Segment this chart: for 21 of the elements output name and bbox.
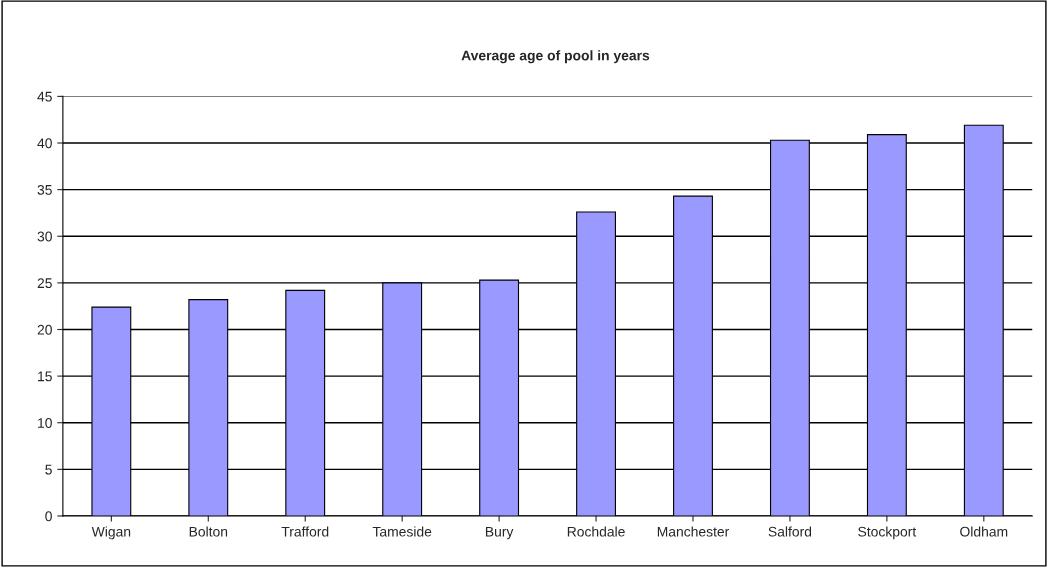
y-tick-label: 15 xyxy=(38,371,52,382)
y-tick-label: 40 xyxy=(37,138,52,149)
y-tick-label: 10 xyxy=(38,418,52,428)
x-tick-label: Wigan xyxy=(91,526,131,540)
x-tick-label: Bolton xyxy=(189,526,228,537)
x-tick-label: Manchester xyxy=(657,526,730,537)
x-tick-label: Tameside xyxy=(372,526,432,537)
y-tick-label: 20 xyxy=(37,324,52,335)
x-tick-label: Stockport xyxy=(858,526,917,540)
chart-title: Average age of pool in years xyxy=(461,50,650,64)
x-tick-label: Bury xyxy=(485,526,514,540)
y-tick-label: 35 xyxy=(37,184,52,195)
x-tick-label: Oldham xyxy=(960,526,1008,537)
x-tick-label: Trafford xyxy=(281,526,329,537)
x-tick-label: Rochdale xyxy=(567,526,625,537)
x-tick-label: Salford xyxy=(768,526,812,537)
y-tick-label: 0 xyxy=(45,511,52,522)
y-tick-label: 45 xyxy=(37,91,52,102)
y-tick-label: 5 xyxy=(45,464,52,475)
y-tick-label: 30 xyxy=(37,231,52,242)
y-tick-label: 25 xyxy=(37,278,52,289)
